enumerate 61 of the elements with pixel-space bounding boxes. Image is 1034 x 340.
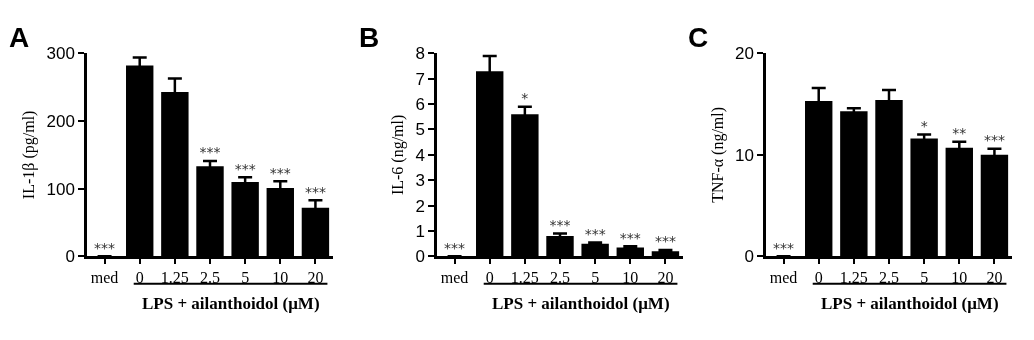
x-tick-label: 0 [485, 269, 494, 287]
x-tick-label: med [769, 269, 798, 287]
data-label: *** [549, 217, 571, 234]
data-label: *** [619, 229, 641, 246]
x-tick-label: 5 [241, 269, 250, 287]
x-tick-label: 20 [986, 269, 1003, 287]
x-axis-title: LPS + ailanthoidol (μM) [492, 294, 670, 313]
x-tick-label: 2.5 [200, 269, 220, 287]
x-tick-label: med [440, 269, 469, 287]
y-tick-label: 2 [415, 196, 425, 216]
y-tick-label: 6 [415, 95, 425, 115]
y-tick-label: 7 [415, 69, 425, 89]
x-tick-label: 0 [814, 269, 823, 287]
data-label: *** [94, 239, 116, 256]
x-tick-label: 5 [591, 269, 600, 287]
x-tick-label: 10 [272, 269, 289, 287]
data-label: *** [269, 164, 291, 181]
x-tick-label: med [90, 269, 119, 287]
y-axis-title: IL-6 (ng/ml) [389, 114, 408, 196]
y-tick-label: 20 [734, 44, 754, 64]
y-tick-label: 4 [415, 145, 425, 165]
x-tick-label: 10 [951, 269, 968, 287]
chart-title: A [9, 22, 30, 53]
data-label: *** [304, 183, 326, 200]
x-tick-label: 5 [920, 269, 929, 287]
y-tick-label: 5 [415, 120, 425, 140]
x-tick-label: 10 [622, 269, 639, 287]
x-tick-label: 2.5 [550, 269, 570, 287]
data-label: * [920, 118, 928, 135]
x-axis-title: LPS + ailanthoidol (μM) [821, 294, 999, 313]
y-tick-label: 0 [744, 247, 754, 267]
y-tick-label: 8 [415, 44, 425, 64]
x-axis-title: LPS + ailanthoidol (μM) [142, 294, 320, 313]
y-tick-label: 3 [415, 171, 425, 191]
chart-title: B [359, 22, 380, 53]
data-label: * [521, 90, 529, 107]
y-tick-label: 0 [65, 247, 75, 267]
y-tick-label: 1 [415, 221, 425, 241]
data-label: *** [983, 132, 1005, 149]
data-label: *** [199, 144, 221, 161]
y-axis-title: IL-1β (pg/ml) [20, 110, 39, 200]
data-label: *** [584, 225, 606, 242]
x-tick-label: 20 [657, 269, 674, 287]
y-tick-label: 300 [46, 44, 75, 64]
data-label: *** [234, 160, 256, 177]
chart-title: C [688, 22, 709, 53]
y-axis-title: TNF-α (ng/ml) [708, 106, 727, 203]
data-label: *** [654, 233, 676, 250]
x-tick-label: 0 [135, 269, 144, 287]
y-tick-label: 0 [415, 247, 425, 267]
data-label: ** [952, 125, 967, 142]
x-tick-label: 2.5 [879, 269, 899, 287]
data-label: *** [444, 239, 466, 256]
y-tick-label: 10 [734, 145, 754, 165]
x-tick-label: 1.25 [510, 269, 539, 287]
x-tick-label: 20 [307, 269, 324, 287]
y-tick-label: 100 [46, 179, 75, 199]
data-label: *** [773, 239, 795, 256]
x-tick-label: 1.25 [160, 269, 189, 287]
y-tick-label: 200 [46, 111, 75, 131]
x-tick-label: 1.25 [839, 269, 868, 287]
